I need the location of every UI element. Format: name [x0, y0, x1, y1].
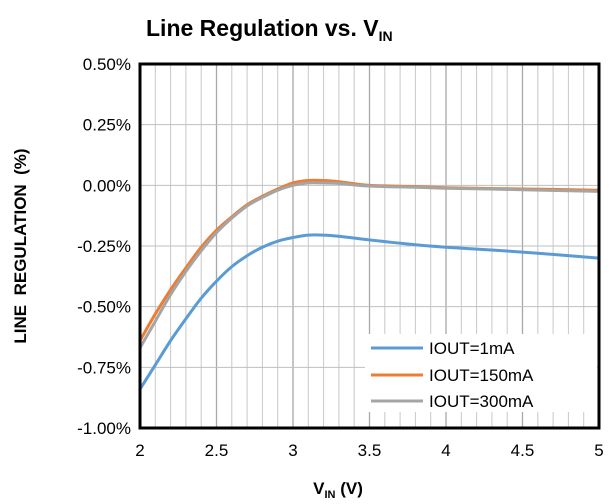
x-axis-label: VIN (V) — [313, 479, 363, 501]
x-axis-label-unit: (V) — [335, 479, 362, 498]
x-tick-label: 2 — [135, 441, 144, 460]
x-tick-label: 4 — [441, 441, 450, 460]
legend: IOUT=1mA IOUT=150mA IOUT=300mA — [365, 334, 597, 412]
x-tick-labels: 2 2.5 3 3.5 4 4.5 5 — [135, 441, 603, 460]
y-tick-label: -0.50% — [77, 298, 131, 317]
chart-title-main: Line Regulation vs. V — [146, 15, 379, 41]
chart-title-subscript: IN — [379, 28, 393, 44]
series-line-iout-300ma — [138, 181, 601, 350]
series-line-iout-1ma — [138, 233, 601, 391]
chart-title: Line Regulation vs. VIN — [146, 15, 393, 44]
legend-label-150mA: IOUT=150mA — [429, 366, 534, 385]
x-axis-label-main: V — [313, 479, 325, 498]
y-axis-label: LINE REGULATION (%) — [11, 148, 30, 343]
legend-label-300mA: IOUT=300mA — [429, 392, 534, 411]
plot-border — [138, 62, 601, 430]
series-layer — [138, 178, 601, 391]
y-tick-label: 0.25% — [83, 116, 131, 135]
y-tick-label: -0.25% — [77, 237, 131, 256]
x-tick-label: 3 — [288, 441, 297, 460]
legend-label-1mA: IOUT=1mA — [429, 339, 515, 358]
x-tick-label: 2.5 — [205, 441, 229, 460]
x-tick-label: 3.5 — [358, 441, 382, 460]
x-axis-label-subscript: IN — [324, 489, 335, 501]
y-tick-label: -1.00% — [77, 419, 131, 438]
y-tick-label: -0.75% — [77, 358, 131, 377]
y-tick-label: 0.50% — [83, 55, 131, 74]
y-tick-labels: 0.50% 0.25% 0.00% -0.25% -0.50% -0.75% -1.00% — [77, 55, 131, 438]
y-tick-label: 0.00% — [83, 176, 131, 195]
x-tick-label: 4.5 — [511, 441, 535, 460]
x-tick-label: 5 — [594, 441, 603, 460]
